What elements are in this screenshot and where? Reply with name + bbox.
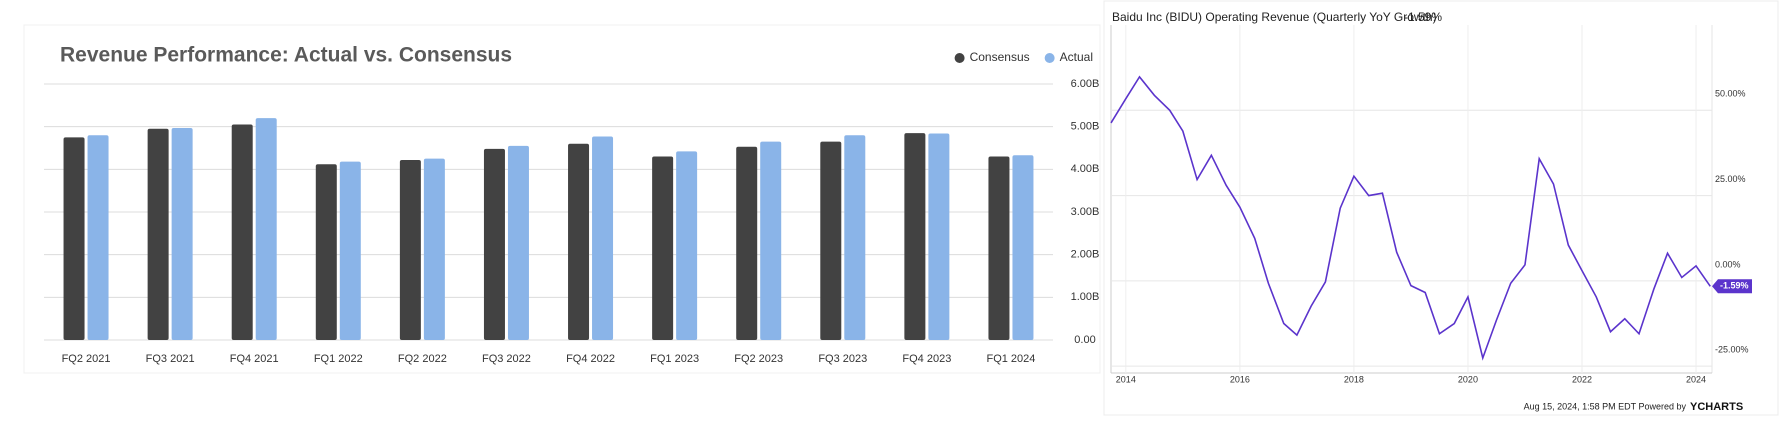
bar [760,141,782,340]
x-tick-label: FQ3 2022 [482,353,531,365]
bar [483,148,505,340]
y-tick-label: 6.00B [1071,78,1100,90]
brand: YCHARTS [1690,401,1743,413]
legend-marker [1044,53,1055,63]
x-tick-label: 2024 [1686,374,1706,384]
x-tick-label: FQ1 2022 [314,353,363,365]
current-value: -1.59% [1404,10,1442,24]
line-card [1103,0,1779,416]
y-tick-label: 2.00B [1071,249,1100,261]
x-tick-label: FQ3 2021 [146,353,195,365]
value-label: -1.59% [1720,281,1749,291]
line-series [1110,75,1711,361]
bar [147,128,169,340]
y-tick-label: 1.00B [1071,291,1100,303]
bar [988,156,1010,340]
bar [63,137,85,340]
y-tick-label: 25.00% [1715,174,1746,184]
x-tick-label: 2018 [1344,374,1364,384]
x-tick-label: FQ4 2022 [566,353,615,365]
bar [592,136,614,340]
y-tick-label: 50.00% [1715,89,1746,99]
bar [507,145,529,340]
bar [423,158,445,340]
bar [652,156,674,340]
bar [87,135,109,340]
line-chart-title: Baidu Inc (BIDU) Operating Revenue (Quar… [1112,10,1437,24]
bar [255,118,277,340]
bar [568,143,590,340]
source-note: Aug 15, 2024, 1:58 PM EDT Powered by [1524,401,1687,411]
x-tick-label: FQ2 2023 [734,353,783,365]
legend-marker [954,53,965,63]
x-tick-label: FQ4 2023 [902,353,951,365]
bar [1012,155,1034,340]
x-tick-label: 2022 [1572,374,1592,384]
bar [928,133,950,340]
bar [736,146,758,340]
x-tick-label: FQ3 2023 [818,353,867,365]
x-tick-label: FQ2 2022 [398,353,447,365]
x-tick-label: FQ1 2023 [650,353,699,365]
y-tick-label: 4.00B [1071,163,1100,175]
bar [820,141,842,340]
y-tick-label: -25.00% [1715,345,1749,355]
bar [339,161,361,340]
legend-label: Actual [1060,50,1093,64]
bar [399,159,421,340]
x-tick-label: 2014 [1116,374,1136,384]
bar [231,124,253,341]
x-tick-label: FQ2 2021 [62,353,111,365]
y-tick-label: 5.00B [1071,121,1100,133]
y-tick-label: 3.00B [1071,206,1100,218]
bar-chart-title: Revenue Performance: Actual vs. Consensu… [60,44,512,67]
y-tick-label: 0.00% [1715,259,1741,269]
x-tick-label: 2020 [1458,374,1478,384]
x-tick-label: 2016 [1230,374,1250,384]
legend-label: Consensus [970,50,1030,64]
bar [171,127,193,341]
x-tick-label: FQ4 2021 [230,353,279,365]
bar [904,133,926,340]
bar [844,135,866,340]
value-flag [1712,279,1752,294]
y-tick-label: 0.00 [1074,334,1095,346]
bar [676,151,698,340]
bar [315,164,337,340]
x-tick-label: FQ1 2024 [986,353,1035,365]
